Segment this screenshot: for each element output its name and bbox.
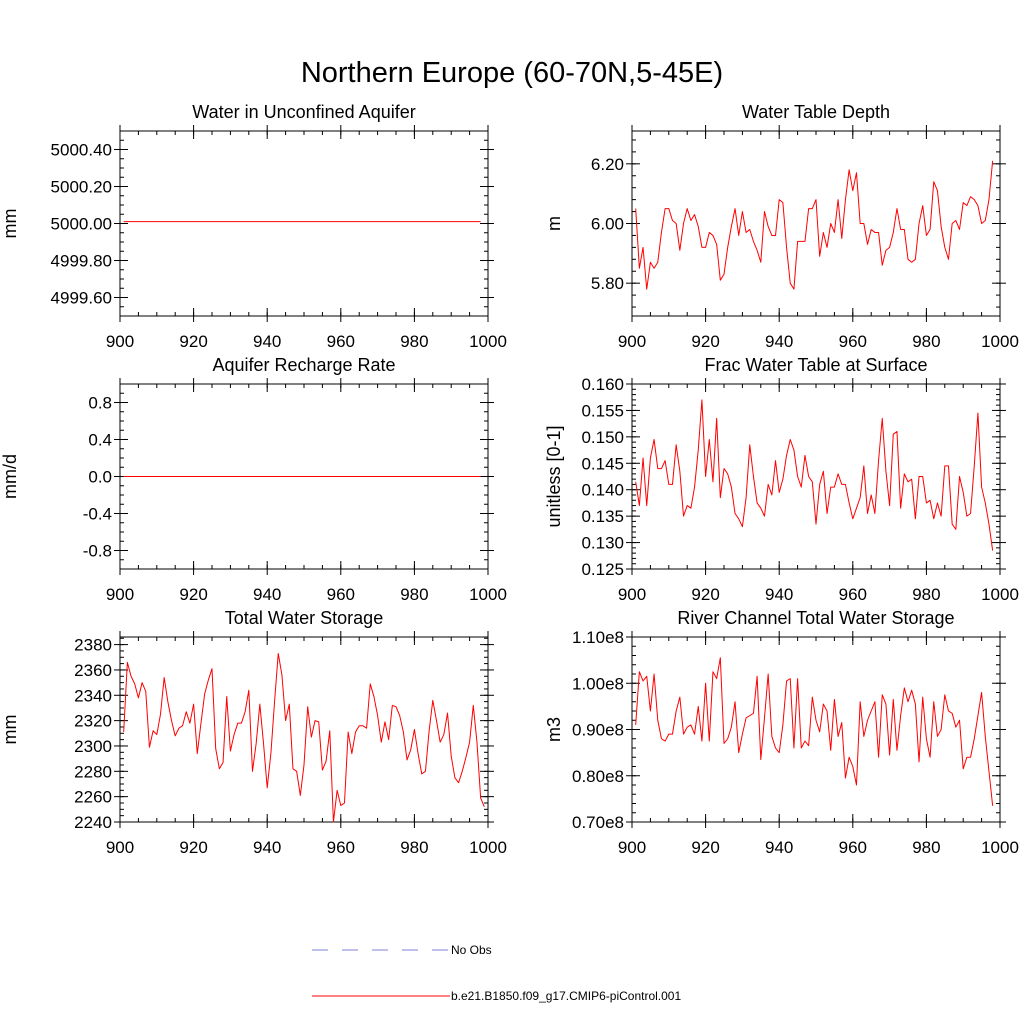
x-tick-label: 960 (839, 838, 867, 857)
y-tick-label: 0.150 (581, 428, 624, 447)
x-tick-label: 920 (691, 585, 719, 604)
y-axis-label: mm (0, 209, 20, 239)
x-tick-label: 900 (618, 332, 646, 351)
panel-4: 0.125 0.130 0.135 0.140 0.145 0.150 0.155 0.160… (544, 355, 1019, 604)
x-tick-label: 980 (912, 838, 940, 857)
y-tick-label: 0.140 (581, 481, 624, 500)
y-tick-label: 4999.80 (51, 252, 112, 271)
x-tick-label: 1000 (469, 332, 507, 351)
series-line (635, 160, 994, 290)
y-tick-label: 2260 (74, 788, 112, 807)
x-tick-label: 900 (618, 838, 646, 857)
panel-title: Total Water Storage (225, 608, 383, 628)
y-axis-label: m (544, 216, 564, 231)
legend-label-2: b.e21.B1850.f09_g17.CMIP6-piControl.001 (451, 989, 681, 1003)
y-tick-label: 0.135 (581, 507, 624, 526)
x-tick-label: 960 (839, 585, 867, 604)
y-tick-label: 6.20 (591, 155, 624, 174)
x-tick-label: 1000 (469, 838, 507, 857)
y-axis-label: mm/d (0, 454, 20, 499)
legend: No Obs b.e21.B1850.f09_g17.CMIP6-piContro… (312, 943, 681, 1003)
x-tick-label: 940 (765, 838, 793, 857)
x-tick-label: 900 (106, 585, 134, 604)
x-tick-label: 960 (327, 585, 355, 604)
y-tick-label: 0.145 (581, 454, 624, 473)
y-tick-label: 0.0 (88, 468, 112, 487)
y-tick-label: 6.00 (591, 215, 624, 234)
y-tick-label: -0.4 (83, 505, 112, 524)
x-tick-label: 960 (327, 332, 355, 351)
x-tick-label: 980 (400, 332, 428, 351)
x-tick-label: 920 (179, 332, 207, 351)
x-tick-label: 1000 (469, 585, 507, 604)
y-tick-label: 5000.20 (51, 178, 112, 197)
panel-title: Frac Water Table at Surface (704, 355, 927, 375)
y-tick-label: 0.4 (88, 431, 112, 450)
y-tick-label: 4999.60 (51, 289, 112, 308)
x-tick-label: 920 (179, 838, 207, 857)
y-axis-label: unitless [0-1] (544, 425, 564, 527)
y-axis-label: m3 (544, 717, 564, 742)
legend-label-1: No Obs (451, 943, 492, 957)
x-tick-label: 1000 (981, 585, 1019, 604)
y-tick-label: 0.130 (581, 534, 624, 553)
y-tick-label: 2360 (74, 661, 112, 680)
x-tick-label: 920 (691, 332, 719, 351)
series-line (635, 657, 994, 806)
panel-5: 2240 2260 2280 2300 2320 2340 2360 2380 900 920 94… (0, 608, 507, 857)
series-line (635, 399, 994, 551)
x-tick-label: 980 (400, 585, 428, 604)
y-tick-label: 0.80e8 (572, 767, 624, 786)
x-tick-label: 940 (253, 585, 281, 604)
y-tick-label: 0.70e8 (572, 813, 624, 832)
y-tick-label: 2380 (74, 636, 112, 655)
x-tick-label: 980 (912, 332, 940, 351)
y-tick-label: 5000.40 (51, 141, 112, 160)
x-tick-label: 900 (618, 585, 646, 604)
panel-title: Water in Unconfined Aquifer (192, 102, 415, 122)
x-tick-label: 900 (106, 838, 134, 857)
panel-title: River Channel Total Water Storage (677, 608, 954, 628)
x-tick-label: 940 (765, 585, 793, 604)
y-tick-label: 2280 (74, 762, 112, 781)
x-tick-label: 1000 (981, 838, 1019, 857)
y-axis-label: mm (0, 715, 20, 745)
x-tick-label: 920 (691, 838, 719, 857)
y-tick-label: 5000.00 (51, 215, 112, 234)
figure-title: Northern Europe (60-70N,5-45E) (301, 57, 723, 89)
panel-title: Aquifer Recharge Rate (212, 355, 395, 375)
y-tick-label: 2340 (74, 686, 112, 705)
panel-1: 4999.60 4999.80 5000.00 5000.20 5000.40 900 92… (0, 102, 507, 351)
y-tick-label: 0.155 (581, 401, 624, 420)
x-tick-label: 940 (253, 838, 281, 857)
x-tick-label: 960 (327, 838, 355, 857)
x-tick-label: 980 (912, 585, 940, 604)
y-tick-label: 2320 (74, 712, 112, 731)
x-tick-label: 940 (765, 332, 793, 351)
y-tick-label: 0.125 (581, 560, 624, 579)
x-tick-label: 960 (839, 332, 867, 351)
x-tick-label: 940 (253, 332, 281, 351)
series-line (123, 652, 485, 823)
y-tick-label: 0.90e8 (572, 721, 624, 740)
x-tick-label: 980 (400, 838, 428, 857)
y-tick-label: 0.8 (88, 394, 112, 413)
panel-3: -0.8 -0.4 0.0 0.4 0.8 900 920 940 960 980 1000 Aqui… (0, 355, 507, 604)
x-tick-label: 1000 (981, 332, 1019, 351)
y-tick-label: 1.10e8 (572, 628, 624, 647)
x-tick-label: 900 (106, 332, 134, 351)
y-tick-label: 1.00e8 (572, 674, 624, 693)
panels: 4999.60 4999.80 5000.00 5000.20 5000.40 900 92… (0, 102, 1019, 857)
y-tick-label: -0.8 (83, 542, 112, 561)
y-tick-label: 2240 (74, 813, 112, 832)
x-tick-label: 920 (179, 585, 207, 604)
panel-6: 0.70e8 0.80e8 0.90e8 1.00e8 1.10e8 900 920 940 9… (544, 608, 1019, 857)
y-tick-label: 2300 (74, 737, 112, 756)
panel-2: 5.80 6.00 6.20 900 920 940 960 980 1000 Water Tab… (544, 102, 1019, 351)
y-tick-label: 0.160 (581, 375, 624, 394)
y-tick-label: 5.80 (591, 274, 624, 293)
panel-title: Water Table Depth (742, 102, 890, 122)
